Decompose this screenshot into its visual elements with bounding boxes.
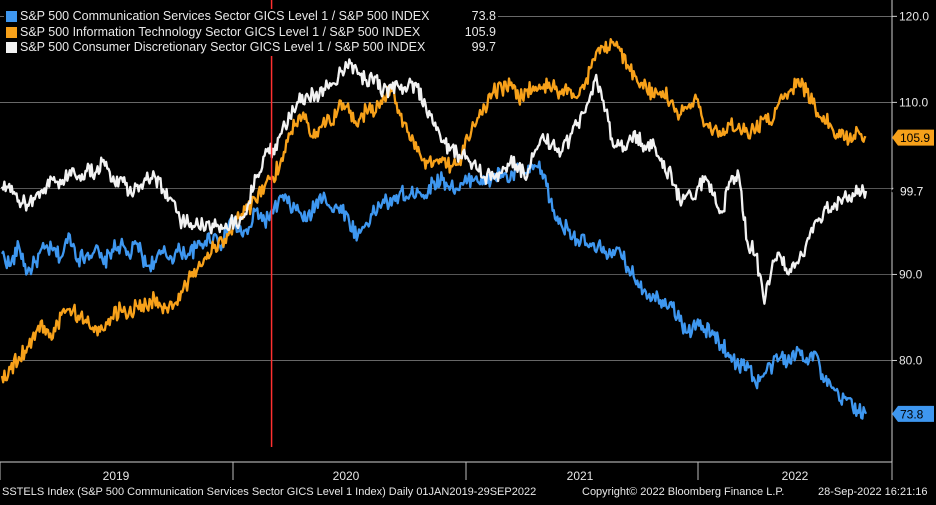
legend-label-communication-services: S&P 500 Communication Services Sector GI… [20,9,430,23]
y-tick-label-90.0: 90.0 [899,267,923,281]
legend-value-consumer-discretionary: 99.7 [471,40,496,54]
legend-swatch-communication-services [6,11,17,23]
legend-entry-consumer-discretionary: S&P 500 Consumer Discretionary Sector GI… [6,40,496,56]
x-tick-label-2022: 2022 [782,469,809,483]
footer-copyright: Copyright© 2022 Bloomberg Finance L.P. [582,486,785,498]
last-value-label-0: 73.8 [900,407,924,421]
legend-swatch-consumer-discretionary [6,42,17,54]
x-tick-label-2020: 2020 [333,469,360,483]
y-tick-label-80.0: 80.0 [899,353,923,367]
x-tick-label-2019: 2019 [103,469,130,483]
last-value-label-1: 105.9 [900,131,930,145]
series-line-0 [1,160,868,420]
legend-label-consumer-discretionary: S&P 500 Consumer Discretionary Sector GI… [20,40,426,54]
last-value-label-2: 99.7 [900,184,924,198]
legend-label-information-technology: S&P 500 Information Technology Sector GI… [20,24,421,39]
legend-entry-information-technology: S&P 500 Information Technology Sector GI… [6,25,496,41]
series-line-2 [0,58,868,305]
legend-value-information-technology: 105.9 [464,24,496,39]
y-tick-label-110.0: 110.0 [899,95,928,109]
status-footer: SSTELS Index (S&P 500 Communication Serv… [0,485,936,500]
last-value-tag-1 [892,129,934,146]
series-line-1 [0,38,867,384]
legend-swatch-information-technology [6,26,17,38]
last-value-tag-2 [891,182,935,200]
legend: S&P 500 Communication Services Sector GI… [4,9,498,56]
footer-security-description: SSTELS Index (S&P 500 Communication Serv… [2,486,537,498]
footer-timestamp: 28-Sep-2022 16:21:16 [818,486,928,498]
x-tick-label-2021: 2021 [567,469,594,483]
legend-entry-communication-services: S&P 500 Communication Services Sector GI… [6,9,496,25]
y-tick-label-120.0: 120.0 [899,9,929,23]
last-value-tag-0 [892,405,934,422]
legend-value-communication-services: 73.8 [471,9,496,23]
